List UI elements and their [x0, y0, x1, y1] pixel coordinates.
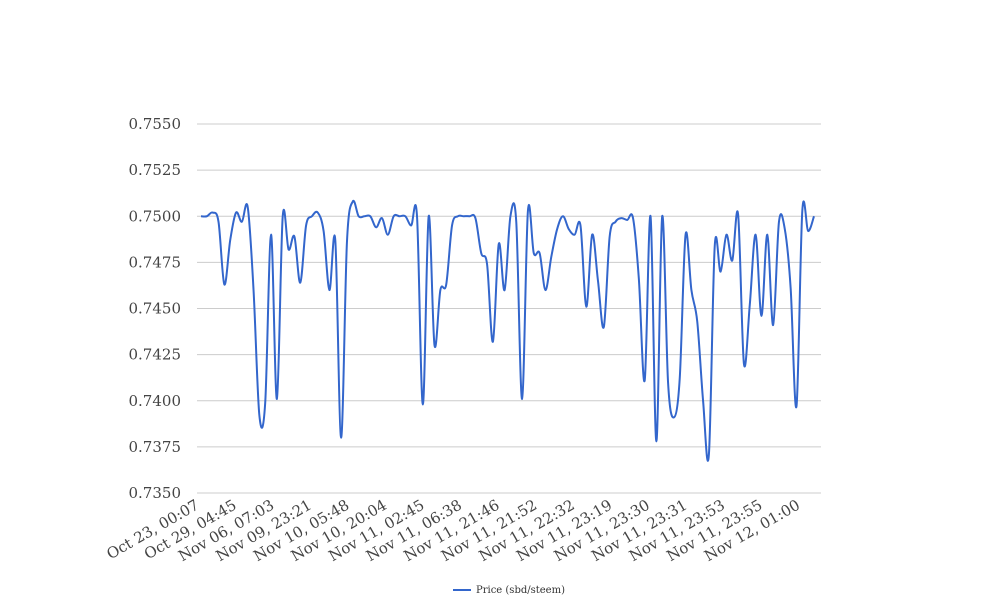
y-tick-label: 0.7500 [129, 207, 182, 225]
legend[interactable]: Price (sbd/steem) [453, 585, 565, 596]
series-line[interactable] [200, 199, 815, 462]
y-axis: 0.7550 0.7525 0.7500 0.7475 0.7450 0.7425 0.74… [129, 115, 182, 502]
gridlines [197, 123, 821, 494]
legend-label: Price (sbd/steem) [476, 585, 565, 596]
y-tick-label: 0.7525 [129, 161, 182, 179]
y-tick-label: 0.7550 [129, 115, 182, 133]
y-tick-label: 0.7450 [129, 300, 182, 318]
y-tick-label: 0.7475 [129, 253, 182, 271]
y-tick-label: 0.7425 [129, 346, 182, 364]
y-tick-label: 0.7375 [129, 438, 182, 456]
plot-area [200, 199, 815, 462]
y-tick-label: 0.7400 [129, 392, 182, 410]
y-tick-label: 0.7350 [129, 484, 182, 502]
